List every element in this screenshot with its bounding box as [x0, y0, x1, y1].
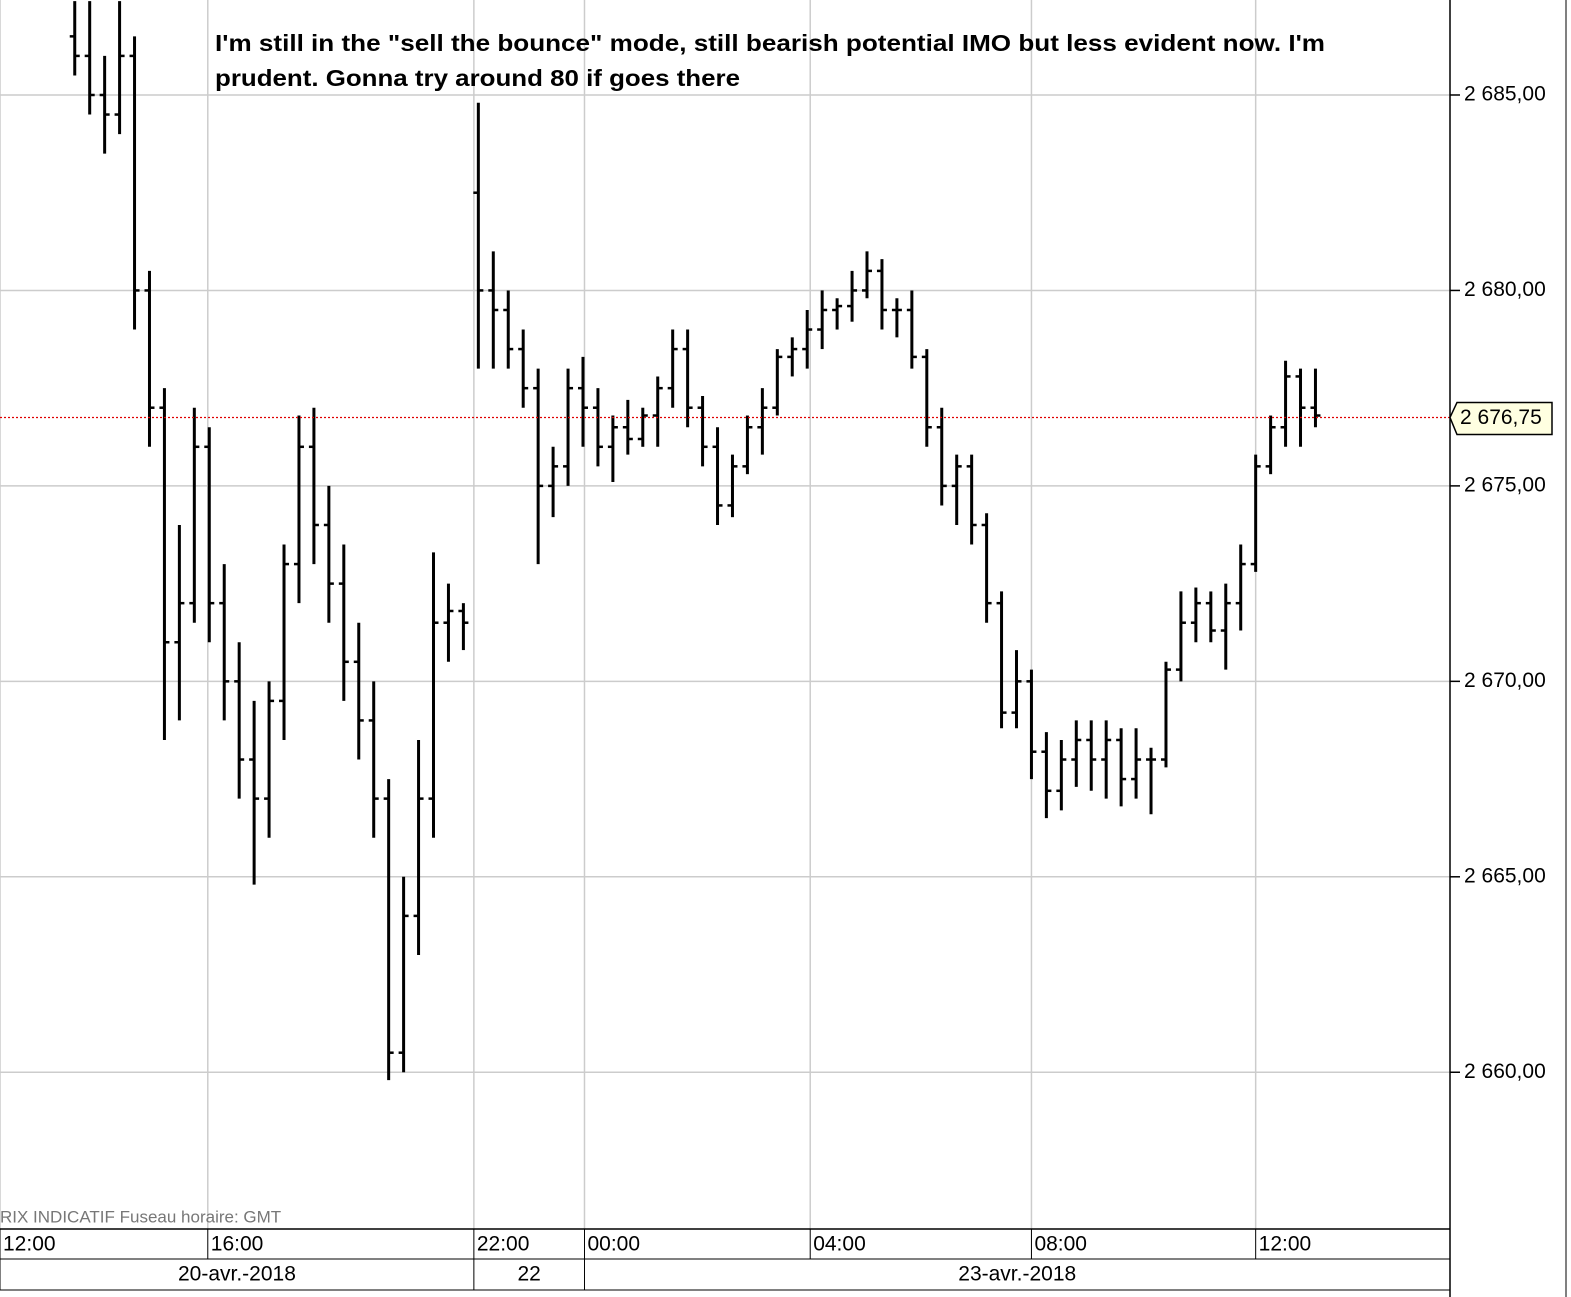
x-tick-label: 12:00 — [3, 1233, 56, 1256]
last-price-label: 2 676,75 — [1460, 406, 1542, 429]
y-tick-label: 2 675,00 — [1464, 473, 1546, 496]
x-tick-label: 04:00 — [813, 1233, 866, 1256]
y-tick-label: 2 660,00 — [1464, 1060, 1546, 1083]
y-tick-label: 2 670,00 — [1464, 669, 1546, 692]
x-tick-label: 12:00 — [1259, 1233, 1312, 1256]
date-label: 20-avr.-2018 — [178, 1263, 296, 1286]
x-tick-label: 16:00 — [211, 1233, 264, 1256]
x-tick-label: 00:00 — [587, 1233, 640, 1256]
x-tick-label: 08:00 — [1034, 1233, 1087, 1256]
annotation: prudent. Gonna try around 80 if goes the… — [215, 65, 740, 91]
plot — [0, 1, 1450, 1081]
y-tick-label: 2 680,00 — [1464, 278, 1546, 301]
date-label: 23-avr.-2018 — [958, 1263, 1076, 1286]
y-tick-label: 2 665,00 — [1464, 864, 1546, 887]
last-price-box — [1449, 401, 1553, 436]
date-label: 22 — [517, 1263, 540, 1286]
x-tick-label: 22:00 — [477, 1233, 530, 1256]
grid — [0, 0, 1450, 1229]
y-tick-label: 2 685,00 — [1464, 83, 1546, 106]
annotation: I'm still in the "sell the bounce" mode,… — [215, 30, 1325, 56]
footer: RIX INDICATIF Fuseau horaire: GMT — [0, 1207, 281, 1226]
